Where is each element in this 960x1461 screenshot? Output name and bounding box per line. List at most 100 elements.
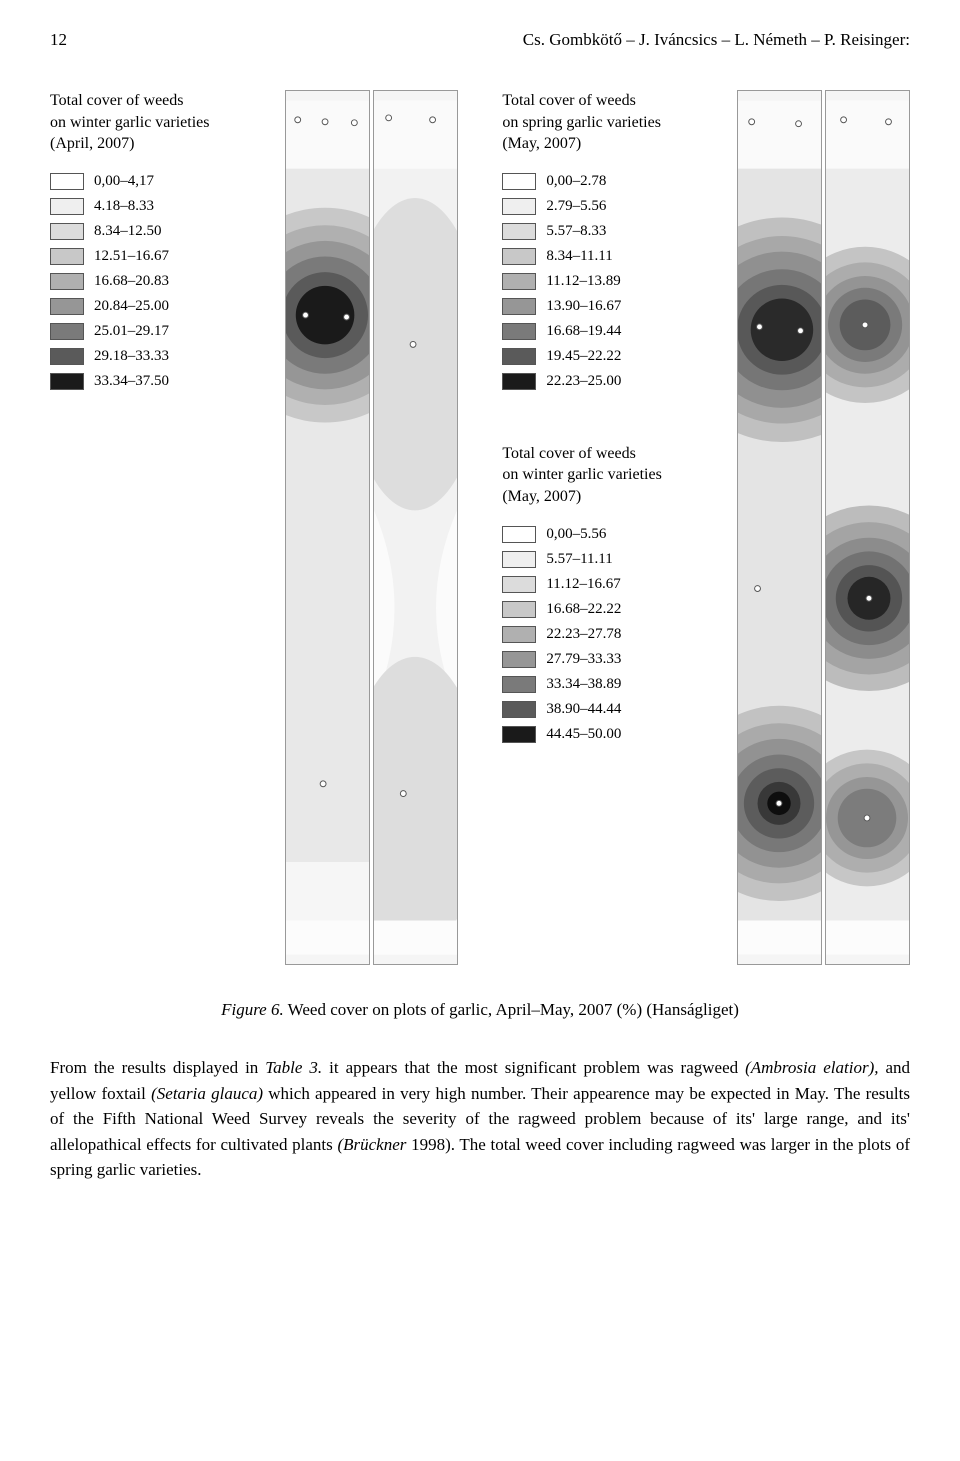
legend-spring-may: Total cover of weeds on spring garlic va… <box>502 90 702 398</box>
legend-item: 16.68–19.44 <box>502 323 702 340</box>
legend-label: 22.23–25.00 <box>546 373 621 390</box>
figure-6: Total cover of weeds on winter garlic va… <box>50 90 910 965</box>
legend-item: 0,00–2.78 <box>502 173 702 190</box>
legend-swatch <box>502 348 536 365</box>
legend-list: 0,00–5.56 5.57–11.11 11.12–16.67 16.68–22.2… <box>502 526 702 743</box>
legend-item: 22.23–27.78 <box>502 626 702 643</box>
plot-strip-right-a <box>737 90 822 965</box>
legend-winter-april: Total cover of weeds on winter garlic va… <box>50 90 250 965</box>
legend-label: 16.68–22.22 <box>546 601 621 618</box>
legend-item: 5.57–8.33 <box>502 223 702 240</box>
legend-item: 12.51–16.67 <box>50 248 250 265</box>
legend-winter-may: Total cover of weeds on winter garlic va… <box>502 443 702 751</box>
caption-text: Weed cover on plots of garlic, April–May… <box>284 1000 739 1019</box>
plot-strip-right-b <box>825 90 910 965</box>
legend-label: 19.45–22.22 <box>546 348 621 365</box>
legend-item: 44.45–50.00 <box>502 726 702 743</box>
legend-title: Total cover of weeds on spring garlic va… <box>502 90 702 155</box>
legend-middle-column: Total cover of weeds on spring garlic va… <box>502 90 702 965</box>
legend-swatch <box>502 373 536 390</box>
legend-item: 13.90–16.67 <box>502 298 702 315</box>
legend-swatch <box>50 298 84 315</box>
legend-item: 2.79–5.56 <box>502 198 702 215</box>
legend-swatch <box>502 173 536 190</box>
legend-item: 19.45–22.22 <box>502 348 702 365</box>
legend-swatch <box>502 198 536 215</box>
legend-label: 33.34–37.50 <box>94 373 169 390</box>
legend-item: 22.23–25.00 <box>502 373 702 390</box>
legend-label: 22.23–27.78 <box>546 626 621 643</box>
legend-label: 13.90–16.67 <box>546 298 621 315</box>
body-paragraph: From the results displayed in Table 3. i… <box>50 1055 910 1183</box>
legend-swatch <box>502 676 536 693</box>
legend-swatch <box>502 273 536 290</box>
legend-item: 20.84–25.00 <box>50 298 250 315</box>
legend-item: 16.68–22.22 <box>502 601 702 618</box>
page-number: 12 <box>50 30 67 50</box>
legend-item: 0,00–5.56 <box>502 526 702 543</box>
legend-item: 0,00–4,17 <box>50 173 250 190</box>
plot-pair-left <box>285 90 458 965</box>
legend-label: 0,00–5.56 <box>546 526 606 543</box>
legend-swatch <box>50 198 84 215</box>
legend-item: 8.34–12.50 <box>50 223 250 240</box>
legend-label: 33.34–38.89 <box>546 676 621 693</box>
legend-swatch <box>502 223 536 240</box>
legend-label: 27.79–33.33 <box>546 651 621 668</box>
legend-swatch <box>50 173 84 190</box>
legend-label: 16.68–19.44 <box>546 323 621 340</box>
page-header: 12 Cs. Gombkötő – J. Iváncsics – L. Néme… <box>50 30 910 50</box>
legend-item: 33.34–37.50 <box>50 373 250 390</box>
legend-title: Total cover of weeds on winter garlic va… <box>50 90 250 155</box>
legend-list: 0,00–2.78 2.79–5.56 5.57–8.33 8.34–11.11 11.… <box>502 173 702 390</box>
legend-swatch <box>502 626 536 643</box>
legend-item: 25.01–29.17 <box>50 323 250 340</box>
legend-swatch <box>50 323 84 340</box>
legend-label: 5.57–11.11 <box>546 551 612 568</box>
legend-item: 11.12–16.67 <box>502 576 702 593</box>
legend-label: 4.18–8.33 <box>94 198 154 215</box>
legend-label: 44.45–50.00 <box>546 726 621 743</box>
legend-swatch <box>502 551 536 568</box>
legend-swatch <box>502 526 536 543</box>
legend-label: 0,00–4,17 <box>94 173 154 190</box>
legend-item: 11.12–13.89 <box>502 273 702 290</box>
caption-prefix: Figure 6. <box>221 1000 284 1019</box>
legend-swatch <box>50 348 84 365</box>
legend-label: 11.12–16.67 <box>546 576 620 593</box>
legend-title: Total cover of weeds on winter garlic va… <box>502 443 702 508</box>
legend-swatch <box>502 726 536 743</box>
plot-strip-left-b <box>373 90 458 965</box>
legend-item: 5.57–11.11 <box>502 551 702 568</box>
legend-item: 8.34–11.11 <box>502 248 702 265</box>
legend-swatch <box>502 651 536 668</box>
legend-swatch <box>50 223 84 240</box>
legend-label: 38.90–44.44 <box>546 701 621 718</box>
legend-swatch <box>502 576 536 593</box>
legend-label: 2.79–5.56 <box>546 198 606 215</box>
legend-label: 8.34–12.50 <box>94 223 162 240</box>
legend-swatch <box>502 601 536 618</box>
legend-label: 8.34–11.11 <box>546 248 612 265</box>
legend-label: 16.68–20.83 <box>94 273 169 290</box>
legend-item: 38.90–44.44 <box>502 701 702 718</box>
legend-label: 0,00–2.78 <box>546 173 606 190</box>
legend-label: 5.57–8.33 <box>546 223 606 240</box>
plot-pair-right <box>737 90 910 965</box>
legend-item: 4.18–8.33 <box>50 198 250 215</box>
legend-swatch <box>50 373 84 390</box>
author-line: Cs. Gombkötő – J. Iváncsics – L. Németh … <box>523 30 910 50</box>
legend-swatch <box>50 248 84 265</box>
legend-label: 20.84–25.00 <box>94 298 169 315</box>
legend-swatch <box>502 248 536 265</box>
legend-label: 25.01–29.17 <box>94 323 169 340</box>
legend-swatch <box>502 298 536 315</box>
legend-swatch <box>502 701 536 718</box>
legend-item: 16.68–20.83 <box>50 273 250 290</box>
legend-item: 29.18–33.33 <box>50 348 250 365</box>
legend-item: 27.79–33.33 <box>502 651 702 668</box>
legend-label: 11.12–13.89 <box>546 273 620 290</box>
legend-list: 0,00–4,17 4.18–8.33 8.34–12.50 12.51–16.67 1… <box>50 173 250 398</box>
legend-swatch <box>50 273 84 290</box>
legend-label: 12.51–16.67 <box>94 248 169 265</box>
